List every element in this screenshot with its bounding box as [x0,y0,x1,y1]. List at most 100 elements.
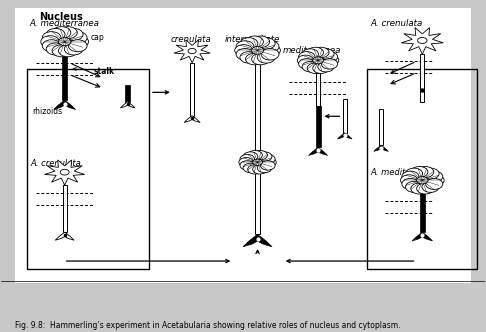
Circle shape [261,48,279,60]
Bar [256,173,260,234]
Circle shape [252,53,270,65]
Circle shape [417,183,434,194]
Circle shape [257,163,272,173]
Circle shape [307,47,324,58]
Circle shape [411,167,428,178]
Circle shape [411,183,428,194]
Circle shape [58,27,77,39]
Circle shape [262,45,280,56]
Circle shape [58,38,71,46]
Bar [366,69,477,270]
Bar [316,106,321,147]
Circle shape [312,57,324,64]
Text: rhizoids: rhizoids [32,107,62,116]
Polygon shape [45,160,85,185]
Circle shape [46,43,65,55]
Circle shape [243,163,258,173]
Circle shape [257,38,275,49]
Text: Nucleus: Nucleus [39,12,83,22]
Text: cap: cap [79,33,104,42]
Circle shape [422,181,439,192]
Bar [256,64,260,162]
Polygon shape [243,234,272,247]
Circle shape [400,175,417,186]
Circle shape [240,161,255,170]
Circle shape [240,51,258,63]
Circle shape [253,150,267,160]
Bar [343,100,347,133]
Text: crenulata: crenulata [170,36,211,44]
Circle shape [427,175,444,186]
Circle shape [64,43,83,55]
Circle shape [313,47,329,58]
Circle shape [248,150,262,160]
Circle shape [261,41,279,52]
Circle shape [260,154,275,164]
Circle shape [253,159,262,165]
Circle shape [64,29,83,41]
Circle shape [302,49,318,59]
Circle shape [243,152,258,161]
Circle shape [405,168,423,179]
Circle shape [252,36,270,47]
Circle shape [188,48,196,54]
Polygon shape [55,232,74,240]
Bar [420,54,424,102]
Circle shape [240,154,255,164]
Circle shape [298,59,315,69]
Circle shape [41,36,60,48]
Circle shape [245,53,263,65]
Circle shape [245,36,263,47]
Circle shape [69,40,87,52]
Circle shape [260,161,275,170]
Polygon shape [309,147,328,155]
Circle shape [313,63,329,73]
Text: Fig. 9.8:  Hammerling’s experiment in Acetabularia showing relative roles of nuc: Fig. 9.8: Hammerling’s experiment in Ace… [15,321,400,330]
Circle shape [321,51,338,62]
Bar [190,63,194,116]
Bar [420,193,425,232]
Circle shape [248,165,262,174]
Circle shape [52,45,71,57]
Circle shape [240,38,258,49]
Bar [63,185,67,232]
Circle shape [42,32,61,44]
Polygon shape [337,133,352,139]
Bar [379,110,383,145]
Circle shape [52,27,71,39]
Circle shape [236,41,254,52]
Circle shape [426,179,443,190]
Circle shape [417,167,434,178]
Circle shape [252,46,263,54]
Circle shape [402,171,419,182]
Circle shape [297,55,313,65]
Circle shape [46,29,65,41]
Circle shape [257,152,272,161]
Circle shape [402,179,419,190]
Circle shape [69,32,87,44]
Circle shape [318,61,334,72]
Bar [27,69,149,270]
Circle shape [321,59,338,69]
Text: A. crenulata: A. crenulata [31,159,82,168]
Text: intermediate: intermediate [225,36,280,44]
Circle shape [70,36,88,48]
Polygon shape [401,28,443,54]
Circle shape [318,49,334,59]
Circle shape [253,165,267,174]
Circle shape [422,168,439,179]
Circle shape [58,45,77,57]
Text: A. crenulata: A. crenulata [370,19,422,28]
Polygon shape [374,145,388,151]
Bar [15,8,471,284]
Circle shape [417,177,428,184]
Circle shape [302,61,318,72]
Circle shape [257,51,275,63]
Circle shape [323,55,339,65]
Circle shape [42,40,61,52]
Circle shape [236,48,254,60]
Circle shape [426,171,443,182]
Circle shape [235,45,253,56]
Polygon shape [121,102,135,108]
Polygon shape [174,40,210,63]
